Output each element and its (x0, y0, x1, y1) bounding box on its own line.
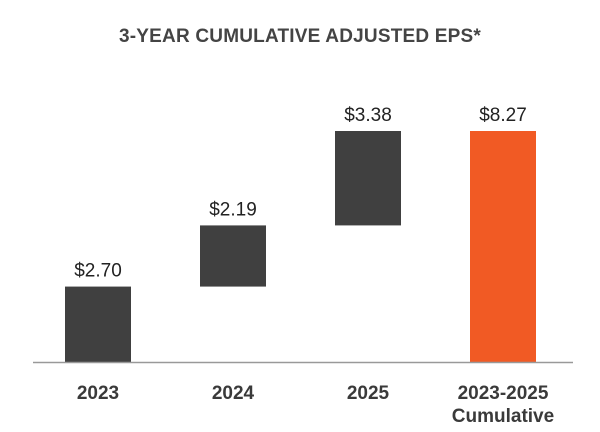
bar-4 (470, 131, 536, 362)
data-label-4: $8.27 (479, 105, 527, 126)
bar-1 (65, 286, 131, 362)
data-label-1: $2.70 (74, 261, 122, 282)
chart-title: 3-YEAR CUMULATIVE ADJUSTED EPS* (119, 26, 481, 47)
category-label-4-line-1: 2023-2025 (458, 383, 549, 404)
category-label-3: 2025 (347, 383, 390, 404)
data-label-3: $3.38 (344, 105, 392, 126)
category-label-2: 2024 (212, 383, 255, 404)
data-label-2: $2.19 (209, 199, 257, 220)
bar-2 (200, 225, 266, 287)
category-label-4-line-2: Cumulative (452, 406, 554, 427)
category-label-1: 2023 (77, 383, 119, 404)
bar-3 (335, 131, 401, 226)
